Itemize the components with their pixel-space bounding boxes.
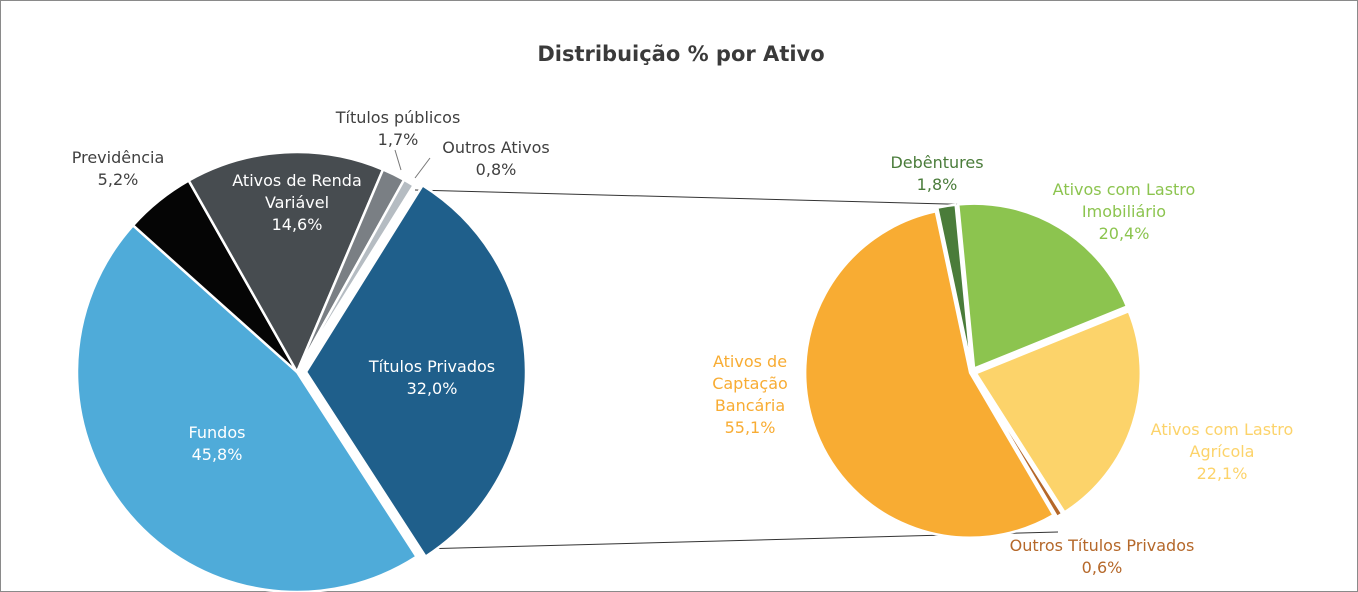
pie-slice xyxy=(956,202,1129,370)
pie-slice xyxy=(75,224,418,592)
value-label: 45,8% xyxy=(191,445,243,464)
category-label: Previdência xyxy=(71,148,165,167)
slice-label: Títulos públicos 1,7% xyxy=(318,107,478,151)
slice-label: Previdência 5,2% xyxy=(58,147,178,191)
pie-slice xyxy=(304,184,528,558)
pie-slice xyxy=(295,178,415,374)
pie-slice xyxy=(187,150,385,374)
value-label: 55,1% xyxy=(724,418,776,437)
value-label: 20,4% xyxy=(1098,224,1150,243)
connector xyxy=(414,189,986,206)
slice-label: Outros Títulos Privados 0,6% xyxy=(982,535,1222,579)
slice-label: Ativos com Lastro Agrícola 22,1% xyxy=(1137,419,1307,485)
slice-label: Títulos Privados 32,0% xyxy=(347,356,517,400)
slice-label: Ativos de Captação Bancária 55,1% xyxy=(705,351,795,439)
category-label: Títulos públicos xyxy=(335,108,461,127)
chart-title: Distribuição % por Ativo xyxy=(537,42,825,66)
pie-slice xyxy=(974,309,1143,514)
category-label: Debêntures xyxy=(890,153,984,172)
category-label: Ativos de Renda Variável xyxy=(232,171,362,212)
category-label: Títulos Privados xyxy=(368,357,496,376)
category-label: Outros Títulos Privados xyxy=(1009,536,1195,555)
value-label: 1,8% xyxy=(916,175,958,194)
value-label: 0,8% xyxy=(475,160,517,179)
leader-line xyxy=(414,157,431,179)
category-label: Outros Ativos xyxy=(442,138,550,157)
slice-label: Fundos 45,8% xyxy=(142,422,292,466)
value-label: 0,6% xyxy=(1081,558,1123,577)
value-label: 32,0% xyxy=(406,379,458,398)
slice-label: Ativos com Lastro Imobiliário 20,4% xyxy=(1039,179,1209,245)
slice-label: Ativos de Renda Variável 14,6% xyxy=(227,170,367,236)
slice-label: Debêntures 1,8% xyxy=(867,152,1007,196)
pie-slice xyxy=(972,373,1064,519)
pie-slice xyxy=(935,203,973,371)
value-label: 22,1% xyxy=(1196,464,1248,483)
slice-label: Outros Ativos 0,8% xyxy=(426,137,566,181)
value-label: 1,7% xyxy=(377,130,419,149)
category-label: Fundos xyxy=(188,423,246,442)
value-label: 14,6% xyxy=(271,215,323,234)
leader-line xyxy=(394,149,402,171)
pie-slice xyxy=(803,210,1055,539)
category-label: Ativos de Captação Bancária xyxy=(712,352,788,415)
value-label: 5,2% xyxy=(97,170,139,189)
category-label: Ativos com Lastro Imobiliário xyxy=(1052,180,1196,221)
category-label: Ativos com Lastro Agrícola xyxy=(1150,420,1294,461)
